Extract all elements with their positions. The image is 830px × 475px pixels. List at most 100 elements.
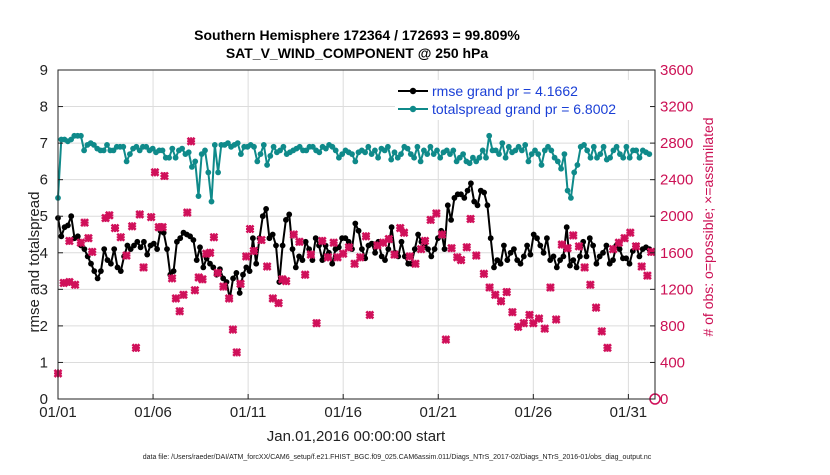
data-point-totalspread xyxy=(264,162,270,168)
data-point-totalspread xyxy=(189,164,195,170)
data-point-totalspread xyxy=(104,142,110,148)
chart-subtitle: SAT_V_WIND_COMPONENT @ 250 hPa xyxy=(226,45,489,61)
obs-assimilated-marker xyxy=(295,237,304,247)
data-point-totalspread xyxy=(600,143,607,150)
obs-assimilated-marker xyxy=(603,343,612,353)
legend-marker-totalspread xyxy=(409,105,417,113)
data-point-rmse xyxy=(577,253,583,260)
data-point-totalspread xyxy=(365,143,372,150)
data-point-rmse xyxy=(94,275,101,282)
data-point-rmse xyxy=(563,224,570,231)
data-point-totalspread xyxy=(417,158,424,165)
obs-assimilated-marker xyxy=(405,252,415,261)
data-point-rmse xyxy=(74,233,81,240)
obs-assimilated-marker xyxy=(466,214,475,224)
obs-assimilated-marker xyxy=(420,236,430,246)
data-point-rmse xyxy=(507,249,514,256)
obs-assimilated-marker xyxy=(329,238,339,248)
y-tick-label: 1 xyxy=(40,354,48,371)
data-point-rmse xyxy=(411,246,418,253)
chart-title: Southern Hemisphere 172364 / 172693 = 99… xyxy=(194,27,520,43)
obs-assimilated-marker xyxy=(87,247,97,257)
y2-tick-label: 800 xyxy=(660,318,685,335)
obs-assimilated-marker xyxy=(158,222,167,232)
y-tick-label: 6 xyxy=(40,172,48,189)
data-point-rmse xyxy=(108,260,114,267)
data-point-totalspread xyxy=(538,162,545,168)
data-point-totalspread xyxy=(185,149,192,156)
data-point-rmse xyxy=(302,238,309,245)
data-point-totalspread xyxy=(91,142,97,148)
data-point-rmse xyxy=(289,246,296,253)
obs-assimilated-marker xyxy=(462,242,472,252)
data-point-totalspread xyxy=(623,143,630,150)
data-point-rmse xyxy=(623,255,630,262)
data-point-rmse xyxy=(200,264,207,271)
obs-assimilated-marker xyxy=(344,242,354,252)
data-point-rmse xyxy=(530,231,537,238)
data-point-totalspread xyxy=(372,147,378,154)
data-point-totalspread xyxy=(280,143,287,150)
obs-assimilated-marker xyxy=(525,310,534,320)
data-file-footnote: data file: /Users/raeder/DAI/ATM_forcXX/… xyxy=(143,454,652,461)
data-point-rmse xyxy=(382,257,388,263)
obs-assimilated-marker xyxy=(395,223,405,233)
obs-assimilated-marker xyxy=(338,249,348,259)
obs-assimilated-marker xyxy=(437,230,447,239)
data-point-rmse xyxy=(81,246,88,253)
data-point-rmse xyxy=(292,264,299,271)
y-tick-label: 5 xyxy=(40,208,48,225)
y2-axis-label: # of obs: o=possible; ×=assimilated xyxy=(700,117,716,336)
y-axis-label: rmse and totalspread xyxy=(26,192,43,333)
data-point-totalspread xyxy=(254,158,261,165)
y2-tick-label: 3600 xyxy=(660,62,693,79)
data-point-rmse xyxy=(428,253,435,260)
legend: rmse grand pr = 4.1662 totalspread grand… xyxy=(395,80,650,120)
data-point-rmse xyxy=(573,264,580,271)
data-point-rmse xyxy=(236,290,243,296)
data-point-rmse xyxy=(319,257,326,263)
data-point-rmse xyxy=(484,202,491,209)
data-point-rmse xyxy=(141,238,147,245)
obs-assimilated-marker xyxy=(361,231,371,241)
data-point-rmse xyxy=(104,257,111,263)
data-point-totalspread xyxy=(198,151,205,158)
data-point-totalspread xyxy=(476,154,483,161)
data-point-rmse xyxy=(253,260,260,267)
data-point-rmse xyxy=(329,260,336,267)
data-point-totalspread xyxy=(267,153,274,159)
data-point-rmse xyxy=(497,260,504,267)
data-point-totalspread xyxy=(535,151,542,158)
data-point-rmse xyxy=(65,222,71,229)
obs-assimilated-marker xyxy=(608,244,618,254)
obs-assimilated-marker xyxy=(479,269,489,279)
data-point-totalspread xyxy=(447,151,453,158)
obs-assimilated-marker xyxy=(198,274,207,284)
data-point-rmse xyxy=(190,237,197,243)
data-point-rmse xyxy=(359,246,365,253)
data-point-totalspread xyxy=(159,147,166,154)
data-point-rmse xyxy=(243,264,250,271)
series-line-rmse xyxy=(57,182,650,300)
obs-assimilated-marker xyxy=(502,287,512,297)
data-point-rmse xyxy=(233,270,240,276)
data-point-totalspread xyxy=(496,151,502,158)
data-point-totalspread xyxy=(388,156,395,163)
data-point-totalspread xyxy=(620,154,627,161)
obs-assimilated-marker xyxy=(390,250,399,260)
data-point-rmse xyxy=(553,264,560,271)
data-point-rmse xyxy=(593,260,600,267)
data-point-rmse xyxy=(388,224,395,231)
data-point-totalspread xyxy=(169,145,176,152)
data-point-rmse xyxy=(286,211,293,218)
x-tick-label: 01/16 xyxy=(324,404,362,421)
data-point-totalspread xyxy=(339,151,346,158)
data-point-rmse xyxy=(114,264,121,271)
data-point-totalspread xyxy=(172,154,179,161)
data-point-totalspread xyxy=(479,147,486,154)
data-point-totalspread xyxy=(626,154,633,161)
data-point-rmse xyxy=(464,187,471,194)
x-axis-label: Jan.01,2016 00:00:00 start xyxy=(267,428,446,445)
data-point-totalspread xyxy=(362,149,368,156)
data-point-rmse xyxy=(444,202,451,209)
